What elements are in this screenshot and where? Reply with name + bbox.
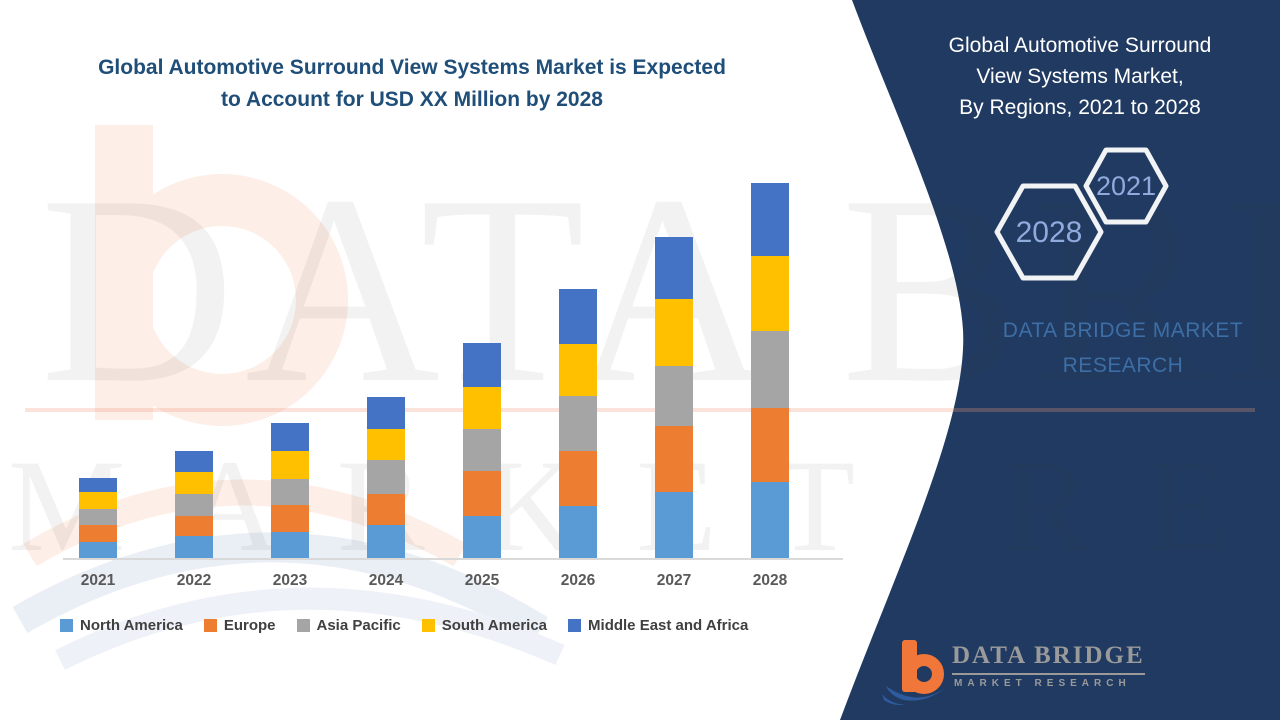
stacked-bar-chart: 2021 2022 2023 2024 2025 2026 2027 2028 — [60, 168, 844, 589]
bar-segment-2022-south-america — [175, 472, 213, 494]
bar-segment-2028-middle-east-and-africa — [751, 183, 789, 256]
bar-2021 — [79, 478, 117, 558]
bar-segment-2022-europe — [175, 516, 213, 536]
legend-label: South America — [441, 617, 548, 634]
bar-segment-2026-middle-east-and-africa — [559, 289, 597, 344]
bar-segment-2024-asia-pacific — [367, 460, 405, 494]
legend-label: Asia Pacific — [316, 617, 401, 634]
legend-swatch — [60, 619, 73, 632]
bar-2028 — [751, 183, 789, 558]
bar-segment-2026-north-america — [559, 506, 597, 558]
legend-item-europe: Europe — [203, 617, 276, 634]
x-axis-label-2021: 2021 — [80, 572, 116, 589]
dbmr-logo: DATA BRIDGE MARKET RESEARCH — [880, 634, 1210, 714]
bar-segment-2026-asia-pacific — [559, 396, 597, 451]
bar-segment-2024-middle-east-and-africa — [367, 397, 405, 429]
bar-segment-2025-middle-east-and-africa — [463, 343, 501, 387]
bar-segment-2027-south-america — [655, 299, 693, 366]
x-axis-label-2027: 2027 — [656, 572, 692, 589]
bar-2026 — [559, 289, 597, 558]
watermark-underline — [25, 408, 1255, 412]
x-axis-label-2025: 2025 — [464, 572, 500, 589]
bar-segment-2024-europe — [367, 494, 405, 525]
bar-segment-2021-south-america — [79, 492, 117, 509]
bar-segment-2021-asia-pacific — [79, 509, 117, 525]
bar-segment-2027-asia-pacific — [655, 366, 693, 426]
bar-2027 — [655, 237, 693, 558]
bar-segment-2028-north-america — [751, 482, 789, 558]
bar-segment-2026-europe — [559, 451, 597, 506]
bar-segment-2022-north-america — [175, 536, 213, 558]
side-panel-shape — [840, 0, 1280, 720]
bar-segment-2024-south-america — [367, 429, 405, 460]
legend-swatch — [568, 619, 582, 632]
bar-2022 — [175, 451, 213, 558]
x-axis-label-2023: 2023 — [272, 572, 308, 589]
legend-swatch — [421, 619, 435, 632]
x-axis-label-2022: 2022 — [176, 572, 212, 589]
chart-title-line1: Global Automotive Surround View Systems … — [98, 56, 726, 79]
bar-2024 — [367, 397, 405, 558]
legend-label: Middle East and Africa — [588, 617, 749, 634]
legend-swatch — [296, 619, 310, 632]
legend-label: Europe — [223, 617, 276, 634]
legend-item-north-america: North America — [60, 617, 183, 634]
bar-segment-2023-asia-pacific — [271, 479, 309, 505]
bar-segment-2028-asia-pacific — [751, 331, 789, 408]
bar-segment-2025-south-america — [463, 387, 501, 429]
x-axis-label-2024: 2024 — [368, 572, 404, 589]
x-axis-line — [63, 558, 843, 560]
chart-title-line2: to Account for USD XX Million by 2028 — [221, 88, 603, 111]
dbmr-logo-icon — [882, 640, 950, 706]
bar-segment-2026-south-america — [559, 344, 597, 396]
bar-segment-2028-south-america — [751, 256, 789, 331]
dbmr-logo-wordmark: DATA BRIDGE — [952, 642, 1145, 675]
bar-segment-2025-north-america — [463, 516, 501, 558]
bar-2023 — [271, 423, 309, 558]
bar-segment-2021-europe — [79, 525, 117, 542]
bar-segment-2021-north-america — [79, 542, 117, 558]
legend-item-asia-pacific: Asia Pacific — [296, 617, 401, 634]
bar-segment-2027-north-america — [655, 492, 693, 558]
bar-segment-2023-south-america — [271, 451, 309, 479]
bar-segment-2022-middle-east-and-africa — [175, 451, 213, 472]
bar-segment-2028-europe — [751, 408, 789, 482]
x-axis-label-2028: 2028 — [752, 572, 788, 589]
legend-item-south-america: South America — [421, 617, 548, 634]
bar-segment-2024-north-america — [367, 525, 405, 558]
legend-label: North America — [80, 617, 183, 634]
bar-segment-2023-middle-east-and-africa — [271, 423, 309, 451]
legend-swatch — [203, 619, 217, 632]
legend-item-middle-east-and-africa: Middle East and Africa — [568, 617, 748, 634]
bar-segment-2025-asia-pacific — [463, 429, 501, 471]
chart-title: Global Automotive Surround View Systems … — [30, 52, 794, 116]
bar-segment-2023-europe — [271, 505, 309, 532]
bar-segment-2022-asia-pacific — [175, 494, 213, 516]
bar-segment-2021-middle-east-and-africa — [79, 478, 117, 492]
dbmr-logo-subtext: MARKET RESEARCH — [954, 678, 1131, 689]
bar-segment-2025-europe — [463, 471, 501, 516]
bar-segment-2023-north-america — [271, 532, 309, 558]
x-axis-label-2026: 2026 — [560, 572, 596, 589]
chart-legend: North America Europe Asia Pacific South Ame… — [60, 617, 850, 634]
bar-segment-2027-europe — [655, 426, 693, 492]
bar-2025 — [463, 343, 501, 558]
bar-segment-2027-middle-east-and-africa — [655, 237, 693, 299]
